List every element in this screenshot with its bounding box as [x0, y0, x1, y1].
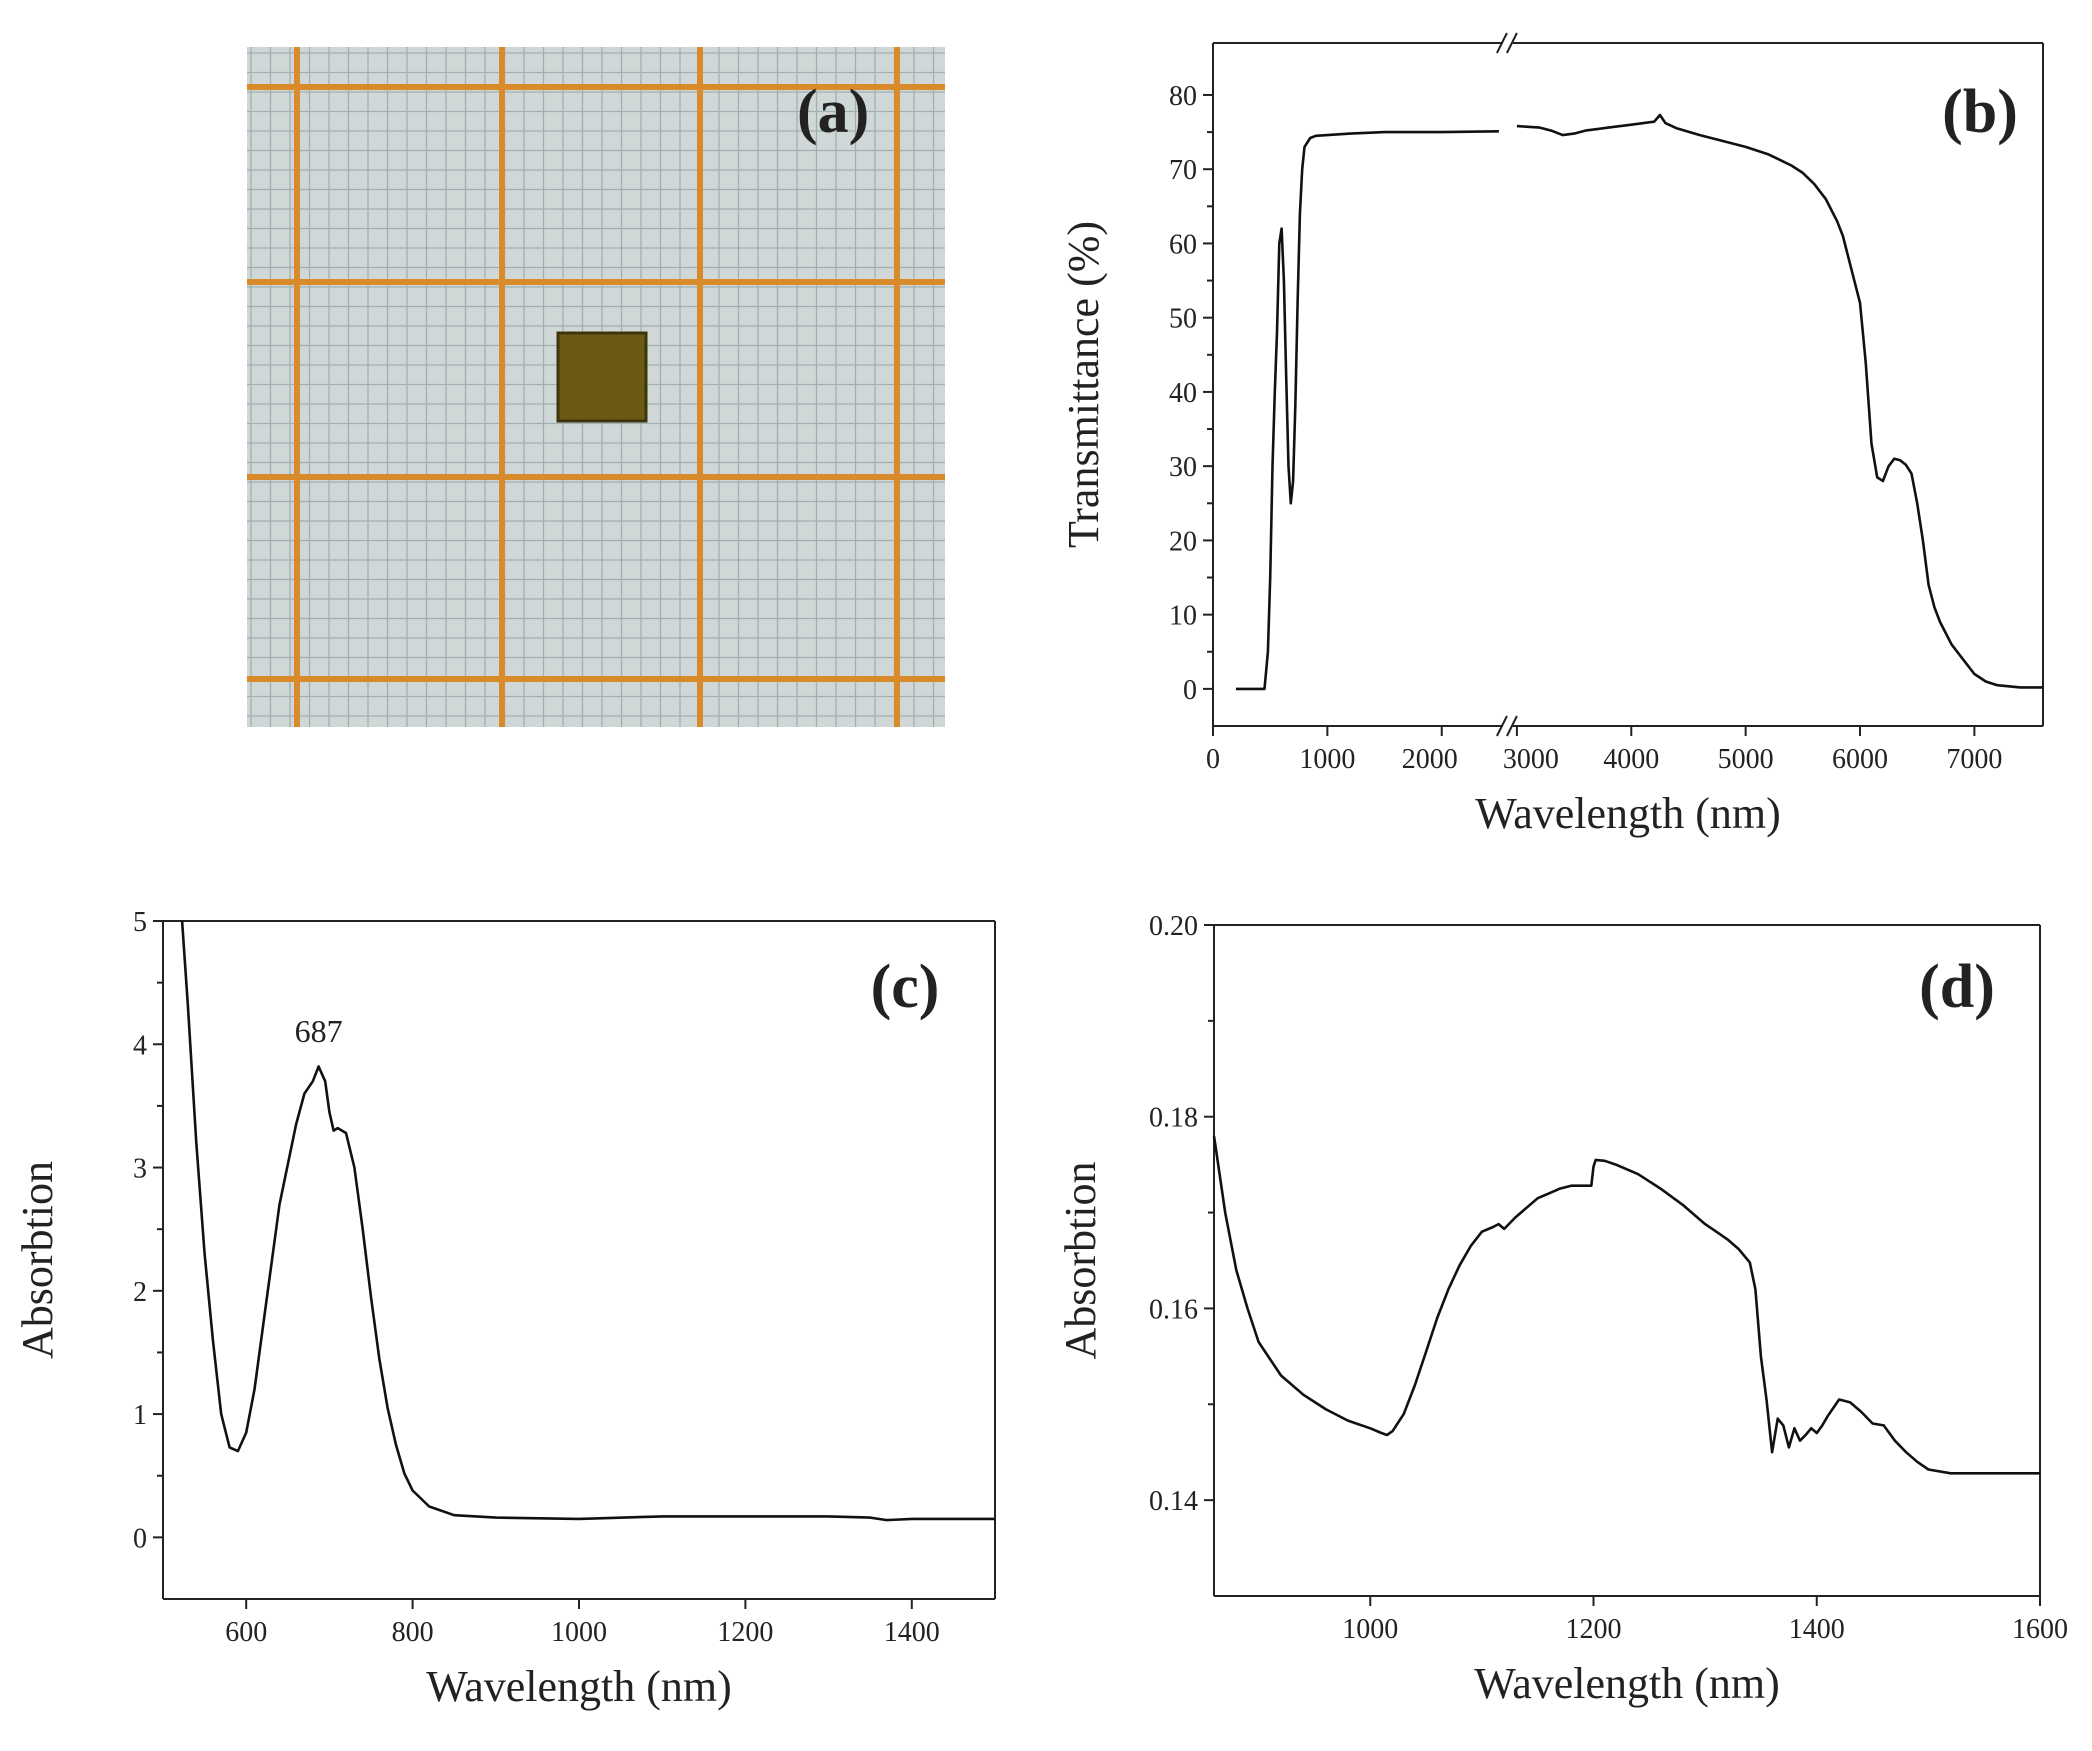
- panel-label: (b): [1942, 78, 2018, 146]
- x-tick-label: 600: [225, 1617, 267, 1648]
- x-tick-label: 1400: [884, 1617, 940, 1648]
- x-axis-title: Wavelength (nm): [426, 1662, 732, 1711]
- sample-square: [556, 331, 648, 423]
- panel-c: 600 800 1000 1200 1400 0 1 2 3 4 5 Wavelength (nm) A…: [13, 907, 996, 1711]
- x-tick-label: 1600: [2012, 1614, 2068, 1645]
- x-tick-label: 1000: [1299, 744, 1355, 775]
- y-tick-label: 0.16: [1149, 1294, 1198, 1325]
- x-tick-label: 7000: [1946, 744, 2002, 775]
- x-tick-label: 1400: [1789, 1614, 1845, 1645]
- x-tick-label: 1200: [1566, 1614, 1622, 1645]
- x-tick-label: 0: [1206, 744, 1220, 775]
- y-axis-title: Absorbtion: [13, 1161, 62, 1359]
- x-tick-label: 2000: [1402, 744, 1458, 775]
- y-tick-label: 20: [1169, 526, 1197, 557]
- y-tick-label: 0.18: [1149, 1103, 1198, 1134]
- panel-label: (c): [871, 953, 940, 1021]
- panel-b: 0 1000 2000 3000 4000 5000 6000 7000 0 10 20 30 40 50…: [1059, 32, 2044, 838]
- x-tick-label: 800: [392, 1617, 434, 1648]
- y-tick-label: 0: [133, 1523, 147, 1554]
- series-line: [1516, 113, 2043, 689]
- x-tick-label: 1000: [551, 1617, 607, 1648]
- y-tick-label: 1: [133, 1400, 147, 1431]
- x-tick-label: 3000: [1503, 744, 1559, 775]
- x-tick-label: 1000: [1342, 1614, 1398, 1645]
- axis-break-mark: [1506, 715, 1518, 737]
- y-tick-label: 30: [1169, 452, 1197, 483]
- y-tick-label: 50: [1169, 304, 1197, 335]
- x-tick-label: 6000: [1832, 744, 1888, 775]
- panel-label-a: (a): [797, 78, 869, 146]
- y-tick-label: 0: [1183, 675, 1197, 706]
- axis-break-mark: [1496, 715, 1508, 737]
- panel-label: (d): [1919, 953, 1995, 1021]
- series-line: [180, 920, 995, 1522]
- x-axis-title: Wavelength (nm): [1474, 1659, 1780, 1708]
- y-tick-label: 0.20: [1149, 911, 1198, 942]
- x-tick-label: 1200: [717, 1617, 773, 1648]
- series-line: [1212, 1135, 2040, 1475]
- x-tick-label: 4000: [1603, 744, 1659, 775]
- series-line: [1235, 130, 1499, 691]
- y-axis-title: Absorbtion: [1056, 1162, 1105, 1360]
- y-tick-label: 70: [1169, 155, 1197, 186]
- y-axis-title: Transmittance (%): [1059, 221, 1108, 548]
- y-tick-label: 80: [1169, 81, 1197, 112]
- x-axis-title: Wavelength (nm): [1475, 789, 1781, 838]
- y-tick-label: 0.14: [1149, 1486, 1198, 1517]
- y-tick-label: 40: [1169, 378, 1197, 409]
- panel-d: 1000 1200 1400 1600 0.14 0.16 0.18 0.20 Waveleng…: [1056, 911, 2068, 1708]
- y-tick-label: 10: [1169, 601, 1197, 632]
- x-tick-label: 5000: [1718, 744, 1774, 775]
- graph-paper-grid: [247, 47, 945, 727]
- y-tick-label: 2: [133, 1277, 147, 1308]
- y-tick-label: 3: [133, 1154, 147, 1185]
- panel-a: (a): [247, 47, 945, 727]
- y-tick-label: 4: [133, 1030, 147, 1061]
- y-tick-label: 60: [1169, 229, 1197, 260]
- y-tick-label: 5: [133, 907, 147, 938]
- axis-break-mark: [1506, 32, 1518, 54]
- peak-annotation: 687: [295, 1013, 343, 1049]
- axis-break-mark: [1496, 32, 1508, 54]
